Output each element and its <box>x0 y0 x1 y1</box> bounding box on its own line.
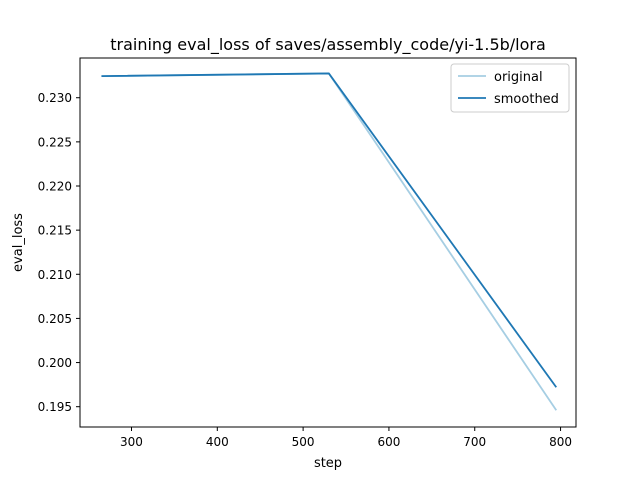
y-tick-label: 0.195 <box>38 400 72 414</box>
plot-lines <box>101 72 558 411</box>
y-tick-label: 0.220 <box>38 180 72 194</box>
x-tick-label: 300 <box>120 435 143 449</box>
y-axis-ticks: 0.195 0.200 0.205 0.210 0.215 0.220 0.225 0.230 <box>38 91 80 414</box>
y-tick-label: 0.205 <box>38 312 72 326</box>
x-axis-label: step <box>314 456 342 471</box>
y-tick-label: 0.210 <box>38 268 72 282</box>
x-axis-ticks: 300 400 500 600 700 800 <box>120 427 572 449</box>
series-line-smoothed <box>101 72 557 388</box>
x-tick-label: 400 <box>206 435 229 449</box>
y-tick-label: 0.200 <box>38 356 72 370</box>
x-tick-label: 500 <box>292 435 315 449</box>
y-axis-label: eval_loss <box>11 213 26 272</box>
x-tick-label: 800 <box>549 435 572 449</box>
y-tick-label: 0.225 <box>38 135 72 149</box>
y-tick-label: 0.230 <box>38 91 72 105</box>
legend: original smoothed <box>450 63 570 113</box>
legend-label-smoothed: smoothed <box>494 92 559 107</box>
legend-label-original: original <box>494 70 543 85</box>
x-tick-label: 700 <box>463 435 486 449</box>
y-tick-label: 0.215 <box>38 224 72 238</box>
x-tick-label: 600 <box>377 435 400 449</box>
series-line-original <box>101 72 558 411</box>
chart-title: training eval_loss of saves/assembly_cod… <box>110 35 546 55</box>
plot-frame <box>79 57 577 428</box>
